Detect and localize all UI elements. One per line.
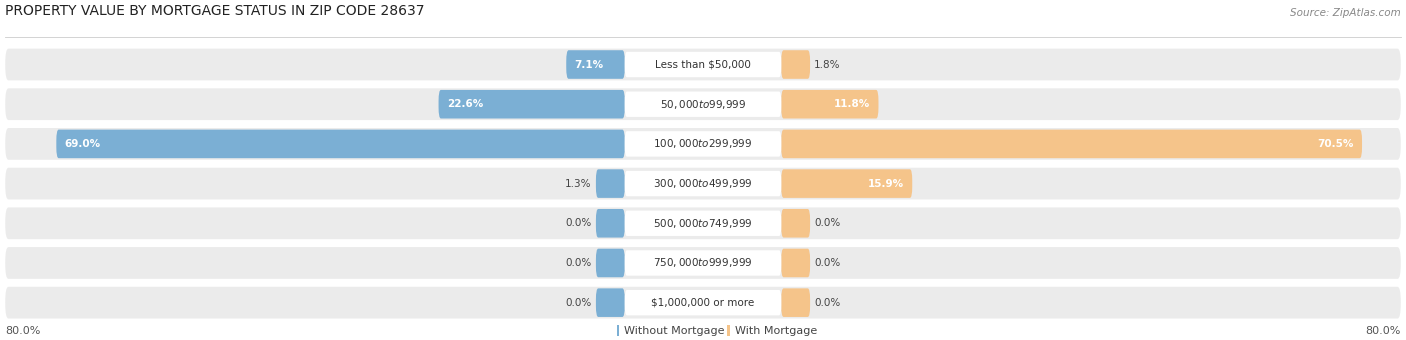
- FancyBboxPatch shape: [782, 288, 810, 317]
- FancyBboxPatch shape: [624, 131, 782, 157]
- Text: Without Mortgage: Without Mortgage: [624, 326, 724, 336]
- Text: 15.9%: 15.9%: [868, 178, 904, 189]
- Text: 0.0%: 0.0%: [814, 258, 841, 268]
- Text: With Mortgage: With Mortgage: [734, 326, 817, 336]
- Text: $50,000 to $99,999: $50,000 to $99,999: [659, 98, 747, 111]
- FancyBboxPatch shape: [6, 128, 1400, 160]
- FancyBboxPatch shape: [6, 247, 1400, 279]
- FancyBboxPatch shape: [6, 49, 1400, 80]
- FancyBboxPatch shape: [624, 91, 782, 117]
- Text: $300,000 to $499,999: $300,000 to $499,999: [654, 177, 752, 190]
- Text: 0.0%: 0.0%: [565, 298, 592, 308]
- FancyBboxPatch shape: [624, 210, 782, 236]
- FancyBboxPatch shape: [782, 90, 879, 119]
- FancyBboxPatch shape: [727, 325, 730, 338]
- FancyBboxPatch shape: [6, 207, 1400, 239]
- FancyBboxPatch shape: [782, 169, 912, 198]
- FancyBboxPatch shape: [624, 250, 782, 276]
- Text: PROPERTY VALUE BY MORTGAGE STATUS IN ZIP CODE 28637: PROPERTY VALUE BY MORTGAGE STATUS IN ZIP…: [6, 4, 425, 18]
- Text: 11.8%: 11.8%: [834, 99, 870, 109]
- FancyBboxPatch shape: [439, 90, 624, 119]
- FancyBboxPatch shape: [782, 50, 810, 79]
- FancyBboxPatch shape: [596, 209, 624, 238]
- FancyBboxPatch shape: [6, 287, 1400, 319]
- Text: $500,000 to $749,999: $500,000 to $749,999: [654, 217, 752, 230]
- Text: 22.6%: 22.6%: [447, 99, 484, 109]
- Text: 0.0%: 0.0%: [565, 258, 592, 268]
- Text: $750,000 to $999,999: $750,000 to $999,999: [654, 256, 752, 270]
- Text: 7.1%: 7.1%: [575, 59, 603, 69]
- FancyBboxPatch shape: [624, 290, 782, 316]
- Text: Less than $50,000: Less than $50,000: [655, 59, 751, 69]
- Text: Source: ZipAtlas.com: Source: ZipAtlas.com: [1289, 8, 1400, 18]
- Text: 1.8%: 1.8%: [814, 59, 841, 69]
- Text: 0.0%: 0.0%: [814, 298, 841, 308]
- Text: $100,000 to $299,999: $100,000 to $299,999: [654, 137, 752, 150]
- FancyBboxPatch shape: [624, 171, 782, 196]
- FancyBboxPatch shape: [782, 209, 810, 238]
- Text: 70.5%: 70.5%: [1317, 139, 1354, 149]
- Text: 1.3%: 1.3%: [565, 178, 592, 189]
- FancyBboxPatch shape: [596, 249, 624, 277]
- FancyBboxPatch shape: [596, 288, 624, 317]
- FancyBboxPatch shape: [56, 130, 624, 158]
- Text: 69.0%: 69.0%: [65, 139, 101, 149]
- FancyBboxPatch shape: [6, 88, 1400, 120]
- FancyBboxPatch shape: [567, 50, 624, 79]
- FancyBboxPatch shape: [782, 130, 1362, 158]
- FancyBboxPatch shape: [782, 249, 810, 277]
- Text: 0.0%: 0.0%: [814, 218, 841, 228]
- Text: 80.0%: 80.0%: [6, 326, 41, 336]
- Text: $1,000,000 or more: $1,000,000 or more: [651, 298, 755, 308]
- FancyBboxPatch shape: [6, 168, 1400, 200]
- Text: 0.0%: 0.0%: [565, 218, 592, 228]
- Text: 80.0%: 80.0%: [1365, 326, 1400, 336]
- FancyBboxPatch shape: [596, 169, 624, 198]
- FancyBboxPatch shape: [624, 52, 782, 77]
- FancyBboxPatch shape: [616, 325, 619, 338]
